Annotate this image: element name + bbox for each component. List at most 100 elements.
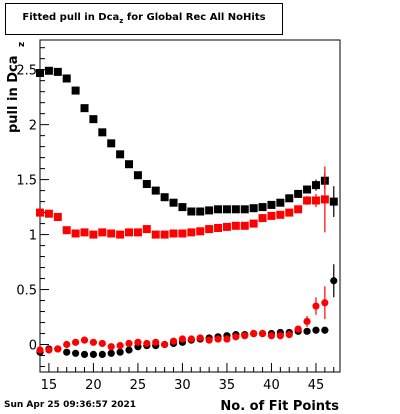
data-point-circle (72, 349, 80, 357)
data-point-square (125, 160, 134, 169)
data-point-square (53, 212, 62, 221)
data-point-circle (276, 332, 284, 340)
chart-title-prefix: Fitted pull in Dca (22, 12, 120, 23)
data-point-circle (294, 325, 302, 333)
data-point-square (258, 214, 267, 223)
data-point-circle (98, 350, 106, 359)
data-point-square (276, 198, 285, 207)
data-point-square (205, 206, 214, 215)
data-point-square (116, 230, 125, 239)
data-point-circle (258, 329, 267, 338)
x-tick-label: 35 (219, 378, 236, 393)
title-box: Fitted pull in Dcaz for Global Rec All N… (5, 3, 283, 35)
data-point-square (169, 198, 178, 207)
data-point-square (36, 68, 44, 77)
data-point-circle (98, 339, 106, 348)
data-point-square (303, 185, 312, 194)
data-point-square (231, 205, 240, 214)
data-point-square (107, 229, 116, 238)
data-point-circle (312, 302, 320, 310)
data-point-square (205, 225, 214, 234)
data-point-square (276, 210, 285, 219)
data-point-circle (169, 337, 178, 345)
plot-frame (39, 39, 341, 373)
data-point-square (196, 207, 205, 216)
data-point-square (133, 228, 142, 237)
data-point-square (294, 189, 303, 198)
data-point-square (249, 204, 258, 213)
data-point-square (169, 229, 178, 238)
data-point-square (44, 209, 53, 218)
data-point-circle (178, 335, 187, 343)
y-tick-label: 0.5 (16, 284, 37, 299)
data-point-square (267, 211, 276, 220)
data-point-square (151, 186, 160, 195)
y-tick-label: 1 (29, 229, 37, 244)
data-point-square (240, 205, 249, 214)
data-point-circle (161, 340, 169, 349)
data-point-circle (89, 350, 98, 359)
data-point-square (222, 222, 231, 231)
data-point-square (44, 66, 53, 75)
y-tick-label: 0 (29, 339, 37, 354)
data-point-circle (107, 349, 115, 357)
data-point-circle (312, 326, 320, 334)
y-tick-label: 2 (29, 119, 37, 134)
data-point-square (151, 230, 160, 239)
data-point-square (187, 228, 196, 237)
chart-title-suffix: for Global Rec All NoHits (123, 12, 266, 23)
data-point-square (36, 208, 44, 217)
y-tick-label: 1.5 (16, 174, 37, 189)
data-point-circle (80, 350, 89, 359)
data-point-circle (80, 336, 89, 344)
data-point-circle (267, 332, 276, 340)
data-point-circle (116, 348, 124, 356)
data-point-circle (303, 327, 311, 335)
data-point-square (62, 74, 71, 83)
data-point-square (142, 180, 151, 189)
axes: 15 20 25 30 35 40 45 0 0.5 1 1.5 2 2.5 (16, 47, 335, 393)
data-point-circle (63, 340, 71, 349)
timestamp: Sun Apr 25 09:36:57 2021 (4, 400, 137, 410)
x-tick-label: 20 (85, 378, 102, 393)
data-point-square (240, 221, 249, 230)
data-point-square (80, 104, 89, 113)
data-point-square (294, 205, 303, 214)
data-point-circle (45, 346, 53, 354)
data-point-circle (116, 342, 124, 350)
data-point-circle (152, 338, 160, 346)
data-point-circle (134, 338, 142, 346)
data-point-circle (72, 338, 80, 346)
data-point-circle (143, 339, 151, 348)
y-axis-label-main: pull in Dca (6, 55, 21, 133)
data-point-square (125, 228, 134, 237)
x-axis-label: No. of Fit Points (220, 399, 339, 414)
data-point-circle (241, 332, 249, 340)
data-point-square (80, 228, 89, 237)
data-point-circle (196, 334, 204, 342)
data-point-circle (54, 345, 62, 353)
data-point-square (89, 230, 98, 239)
data-point-square (71, 86, 80, 95)
data-point-square (231, 221, 240, 230)
data-point-square (258, 203, 267, 212)
y-tick-label: 2.5 (16, 64, 37, 79)
data-point-square (116, 150, 125, 159)
data-point-square (214, 205, 223, 214)
data-point-square (89, 115, 98, 124)
data-point-square (222, 205, 231, 214)
data-point-circle (303, 317, 311, 326)
data-point-square (303, 196, 312, 205)
data-point-square (62, 226, 71, 235)
data-point-circle (330, 277, 338, 285)
x-tick-label: 15 (41, 378, 58, 393)
data-point-circle (187, 335, 195, 343)
y-axis-label: pull in Dca (6, 55, 21, 133)
data-point-square (160, 230, 169, 239)
data-point-square (160, 193, 169, 202)
data-point-circle (125, 346, 133, 354)
data-point-square (187, 207, 196, 216)
x-tick-label: 45 (308, 378, 325, 393)
data-point-circle (285, 331, 293, 339)
data-point-square (107, 139, 116, 148)
